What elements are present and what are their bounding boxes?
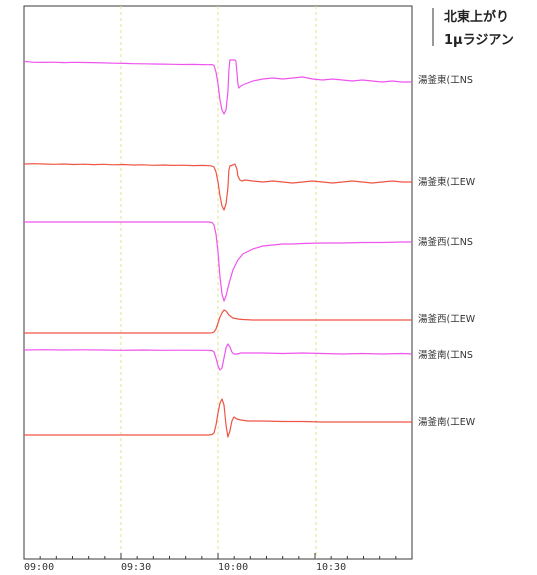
x-axis-minor-ticks	[23, 553, 413, 559]
trace-yugama-south-ew	[24, 398, 412, 438]
trace-yugama-south-ns	[23, 343, 413, 371]
series-label-yugama-east-ns: 湯釜東(工NS	[418, 74, 473, 86]
trace-yugama-east-ns	[23, 59, 412, 115]
trace-yugama-west-ns	[24, 221, 412, 302]
trace-yugama-west-ew	[24, 309, 412, 334]
x-tick-label-1030: 10:30	[316, 562, 346, 573]
series-label-yugama-west-ns: 湯釜西(工NS	[418, 236, 473, 248]
x-tick-label-0930: 09:30	[121, 562, 151, 573]
x-tick-label-1000: 10:00	[218, 562, 248, 573]
series-label-yugama-west-ew: 湯釜西(工EW	[418, 313, 476, 325]
trace-yugama-east-ew	[23, 163, 412, 211]
scale-label-magnitude: 1μラジアン	[444, 33, 514, 48]
series-label-yugama-east-ew: 湯釜東(工EW	[418, 176, 476, 188]
scale-label-direction: 北東上がり	[444, 9, 509, 25]
x-tick-label-0900: 09:00	[24, 562, 54, 573]
series-label-yugama-south-ns: 湯釜南(工NS	[418, 349, 473, 361]
series-label-yugama-south-ew: 湯釜南(工EW	[418, 416, 476, 428]
